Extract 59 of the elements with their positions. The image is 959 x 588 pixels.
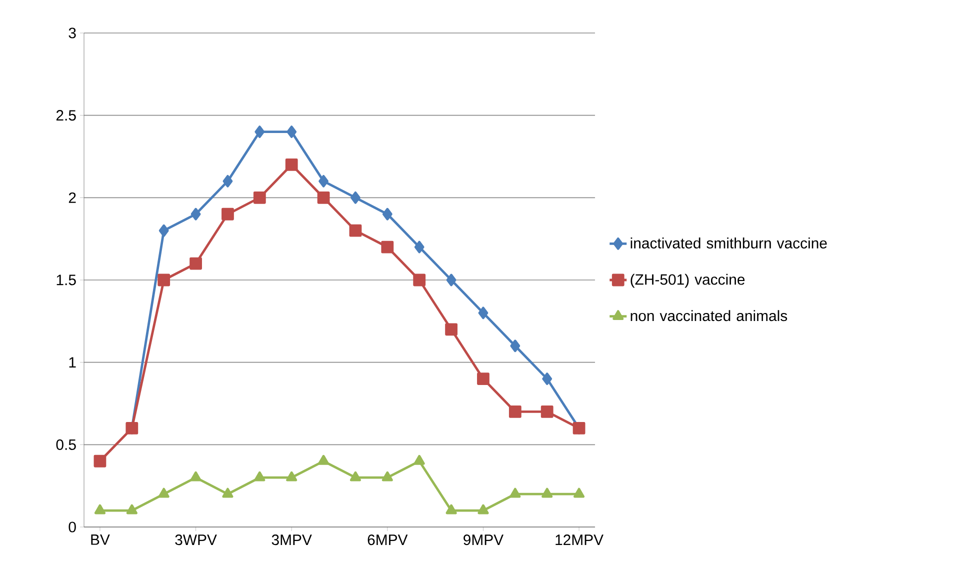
point <box>222 208 234 220</box>
point <box>542 372 552 385</box>
x-tick-label: BV <box>91 534 110 545</box>
legend-label: non vaccinated animals <box>630 310 788 322</box>
point <box>510 340 520 352</box>
point <box>350 471 362 482</box>
point <box>190 257 202 270</box>
y-tick-label: 2.5 <box>56 110 76 121</box>
point <box>477 372 490 385</box>
point <box>222 488 234 498</box>
point <box>286 126 297 138</box>
point <box>414 454 425 465</box>
point <box>254 471 266 482</box>
y-tick-label: 0 <box>68 522 76 532</box>
y-tick-label: 1.5 <box>56 274 76 286</box>
point <box>349 224 362 237</box>
point <box>478 504 489 514</box>
point <box>286 471 298 482</box>
point <box>446 274 456 286</box>
x-tick-label: 9MPV <box>464 534 504 546</box>
y-tick-label: 1 <box>69 357 76 368</box>
point <box>413 274 426 286</box>
point <box>478 306 488 320</box>
point <box>542 488 553 498</box>
point <box>414 240 424 254</box>
point <box>317 191 330 204</box>
legend-label: (ZH-501) vaccine <box>630 274 745 288</box>
point <box>445 323 458 336</box>
point <box>254 126 265 138</box>
point <box>540 406 554 418</box>
x-tick-label: 3WPV <box>175 534 217 546</box>
point <box>222 175 233 188</box>
point <box>94 504 106 514</box>
point <box>158 488 170 498</box>
point <box>446 504 457 514</box>
point <box>190 471 202 482</box>
point <box>94 454 106 468</box>
point <box>574 488 585 498</box>
y-tick-label: 0.5 <box>56 439 76 450</box>
point <box>253 191 266 204</box>
point <box>158 224 169 237</box>
point <box>350 191 360 204</box>
point <box>126 504 138 514</box>
y-tick-label: 3 <box>68 28 76 38</box>
point <box>285 158 298 171</box>
point <box>508 406 522 418</box>
point <box>382 471 393 482</box>
legend-label: inactivated smithburn vaccine <box>630 238 827 248</box>
x-tick-label: 6MPV <box>368 534 408 546</box>
point <box>318 454 330 465</box>
point <box>158 274 170 286</box>
point <box>381 240 394 254</box>
point <box>382 208 392 220</box>
x-tick-label: 3MPV <box>272 534 312 546</box>
point <box>510 488 521 498</box>
y-tick-label: 2 <box>68 192 76 203</box>
point <box>318 175 328 188</box>
point <box>190 208 201 220</box>
x-tick-label: 12MPV <box>556 534 604 545</box>
